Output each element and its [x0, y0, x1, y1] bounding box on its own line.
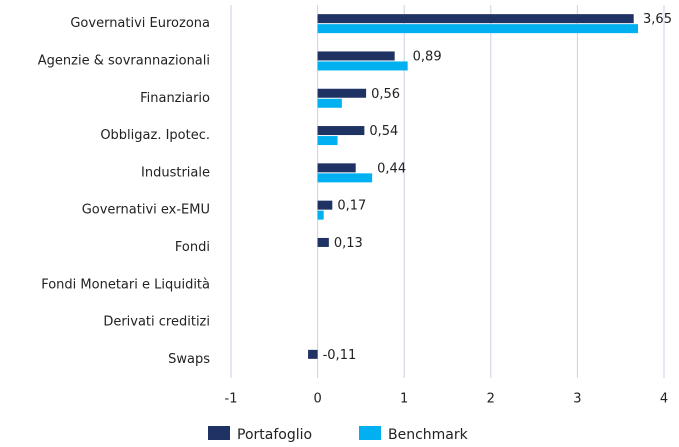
data-label: 0,13: [334, 236, 363, 251]
bar: [317, 98, 342, 108]
bar: [317, 14, 634, 24]
legend-swatch: [208, 426, 230, 440]
bar: [317, 61, 408, 71]
bar: [317, 163, 356, 173]
bar: [317, 173, 373, 183]
data-label: -0,11: [323, 348, 357, 363]
x-tick-label: -1: [225, 392, 238, 407]
x-tick-label: 3: [573, 392, 581, 407]
bar: [317, 24, 639, 34]
data-label: 0,89: [413, 49, 442, 64]
data-label: 0,44: [377, 161, 406, 176]
y-tick-label: Industriale: [141, 165, 210, 180]
y-tick-label: Finanziario: [140, 91, 210, 106]
data-label: 0,17: [337, 199, 366, 214]
x-tick-label: 0: [313, 392, 321, 407]
x-tick-label: 2: [487, 392, 495, 407]
legend-label: Portafoglio: [237, 427, 312, 443]
bar: [317, 126, 365, 136]
y-tick-label: Obbligaz. Ipotec.: [100, 128, 210, 143]
y-tick-label: Fondi: [175, 240, 210, 255]
y-tick-label: Agenzie & sovrannazionali: [38, 53, 210, 68]
bar: [317, 88, 367, 98]
y-tick-label: Derivati creditizi: [103, 315, 210, 330]
bar: [317, 51, 395, 61]
x-tick-label: 1: [400, 392, 408, 407]
y-tick-label: Governativi Eurozona: [70, 16, 210, 31]
y-tick-label: Governativi ex-EMU: [82, 203, 210, 218]
y-tick-label: Fondi Monetari e Liquidità: [41, 277, 210, 292]
legend-swatch: [359, 426, 381, 440]
data-label: 0,56: [371, 87, 400, 102]
bar: [308, 349, 318, 359]
bar: [317, 210, 324, 220]
y-tick-label: Swaps: [168, 352, 210, 367]
bar: [317, 136, 338, 146]
data-label: 0,54: [369, 124, 398, 139]
x-tick-label: 4: [660, 392, 668, 407]
bar: [317, 200, 333, 210]
legend-label: Benchmark: [388, 427, 469, 443]
data-label: 3,65: [643, 12, 672, 27]
bar: [317, 237, 329, 247]
